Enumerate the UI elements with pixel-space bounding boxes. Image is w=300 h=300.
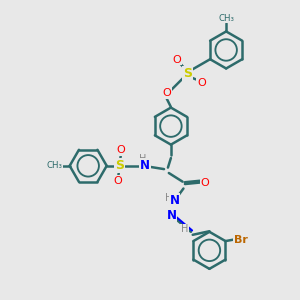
Text: O: O	[172, 55, 181, 64]
Text: N: N	[140, 159, 150, 172]
Text: N: N	[167, 209, 176, 222]
Text: O: O	[117, 145, 125, 155]
Text: H: H	[181, 224, 189, 234]
Text: S: S	[183, 68, 192, 80]
Text: CH₃: CH₃	[46, 161, 62, 170]
Text: Br: Br	[234, 235, 248, 244]
Text: H: H	[165, 194, 173, 203]
Text: N: N	[169, 194, 179, 207]
Text: S: S	[115, 159, 124, 172]
Text: H: H	[139, 154, 146, 164]
Text: O: O	[162, 88, 171, 98]
Text: CH₃: CH₃	[218, 14, 234, 22]
Text: O: O	[197, 78, 206, 88]
Text: O: O	[201, 178, 210, 188]
Text: O: O	[114, 176, 122, 186]
